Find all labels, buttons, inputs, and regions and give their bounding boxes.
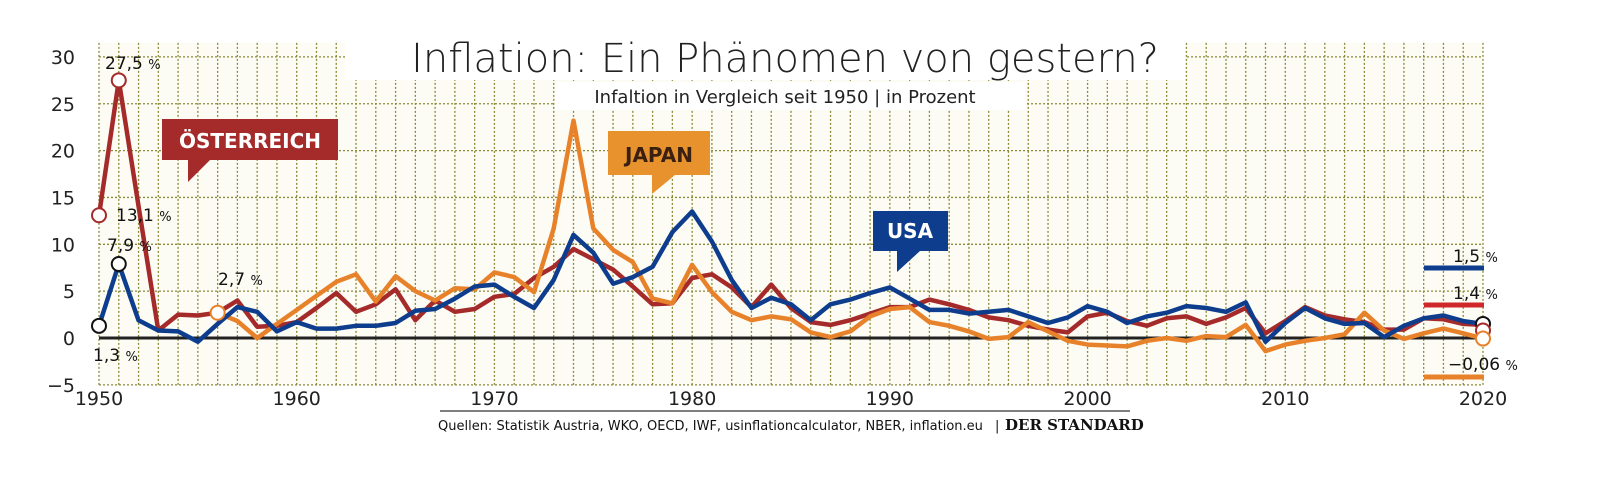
marker-aut-1950 [91, 207, 107, 224]
x-tick-label: 1990 [866, 388, 914, 410]
label-jpn-2020: −0,06 % [1448, 355, 1518, 375]
source-text: Quellen: Statistik Austria, WKO, OECD, I… [438, 419, 983, 434]
annotations: 27,5 % 13,1 % 7,9 % 1,3 % 2,7 % 1,5 % 1,4 % −0,… [91, 54, 1518, 380]
publisher-logo: DER STANDARD [1005, 416, 1144, 434]
chart-subtitle: Infaltion in Vergleich seit 1950 | in Pr… [594, 87, 975, 108]
x-tick-label: 1950 [75, 388, 123, 410]
label-usa-1951: 7,9 % [107, 236, 152, 256]
y-tick-label: 30 [51, 47, 75, 69]
tag-usa: USA [873, 211, 948, 272]
title-background [345, 38, 1185, 80]
label-aut-1951: 27,5 % [105, 54, 161, 74]
tag-japan: JAPAN [608, 131, 710, 194]
y-tick-label: 20 [51, 141, 75, 163]
marker-usa-1951 [110, 255, 127, 272]
x-tick-label: 1960 [273, 388, 321, 410]
marker-usa-1950 [91, 317, 107, 334]
svg-text:USA: USA [887, 219, 934, 243]
x-tick-label: 2010 [1261, 388, 1309, 410]
x-tick-label: 2000 [1063, 388, 1111, 410]
svg-text:JAPAN: JAPAN [623, 143, 693, 167]
y-tick-label: 15 [51, 187, 75, 209]
chart-title: Inflation: Ein Phänomen von gestern? [411, 36, 1159, 82]
x-tick-label: 1980 [668, 388, 716, 410]
marker-aut-1951 [110, 72, 127, 89]
marker-jpn-2020 [1475, 330, 1491, 347]
y-tick-label: −5 [47, 375, 75, 397]
tag-oesterreich: ÖSTERREICH [162, 119, 338, 182]
y-tick-label: 10 [51, 234, 75, 256]
series-line-usa [96, 209, 1484, 344]
series-line-japan [216, 118, 1484, 354]
x-tick-label: 1970 [470, 388, 518, 410]
y-tick-label: 5 [63, 281, 75, 303]
source-separator: | [995, 419, 999, 434]
marker-jpn-1956 [209, 304, 226, 321]
y-tick-label: 0 [63, 328, 75, 350]
y-tick-label: 25 [51, 94, 75, 116]
label-aut-2020: 1,4 % [1453, 284, 1498, 304]
label-usa-1950: 1,3 % [93, 346, 138, 366]
label-usa-2020: 1,5 % [1453, 247, 1498, 267]
label-aut-1950: 13,1 % [116, 206, 172, 226]
x-tick-label: 2020 [1459, 388, 1507, 410]
label-jpn-1956: 2,7 % [218, 270, 263, 290]
series-lines [96, 78, 1484, 354]
svg-text:ÖSTERREICH: ÖSTERREICH [179, 129, 321, 153]
subtitle-background [555, 82, 1025, 110]
